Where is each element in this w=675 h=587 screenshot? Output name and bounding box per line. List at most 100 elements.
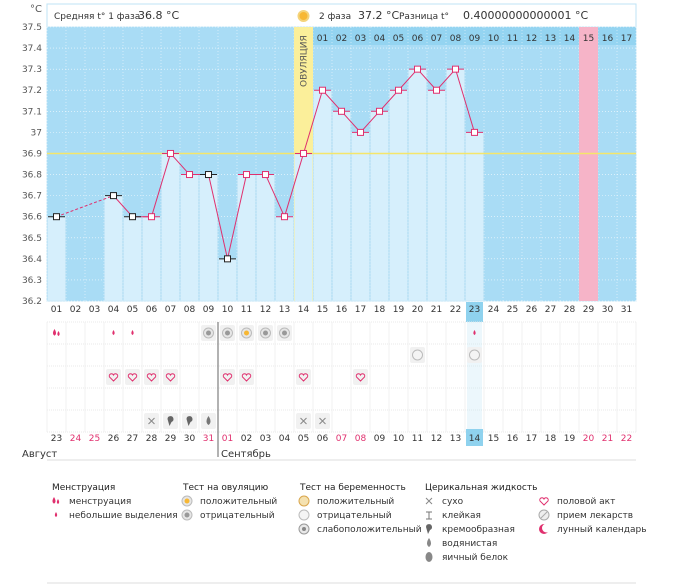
symbol-cell-bg bbox=[106, 369, 121, 385]
calendar-date-label: 06 bbox=[317, 434, 329, 444]
temperature-point bbox=[357, 128, 364, 136]
calendar-date-label: 24 bbox=[70, 434, 82, 444]
cycle-day-label: 01 bbox=[51, 305, 62, 315]
symbol-cell-bg bbox=[296, 369, 311, 385]
calendar-date-label: 07 bbox=[336, 434, 347, 444]
y-tick-label: 36.9 bbox=[22, 149, 42, 159]
cycle-day-label: 22 bbox=[450, 305, 461, 315]
cycle-day-label: 24 bbox=[488, 305, 500, 315]
phase2-day-label: 06 bbox=[412, 34, 424, 44]
phase2-day-label: 12 bbox=[526, 34, 537, 44]
calendar-date-label: 01 bbox=[222, 434, 233, 444]
temperature-line-segment bbox=[227, 174, 247, 259]
cycle-day-label: 12 bbox=[260, 305, 271, 315]
intercourse-heart-icon bbox=[298, 373, 309, 382]
temperature-point bbox=[395, 86, 402, 94]
y-tick-label: 37.1 bbox=[22, 107, 42, 117]
cycle-day-label: 18 bbox=[374, 305, 386, 315]
phase2-day-label: 07 bbox=[431, 34, 442, 44]
temperature-line-segment bbox=[360, 110, 380, 133]
intercourse-heart-icon bbox=[355, 373, 366, 382]
test-negative-icon-core bbox=[184, 512, 190, 518]
eggwhite-icon bbox=[425, 552, 433, 562]
calendar-date-label: 21 bbox=[602, 434, 613, 444]
legend-item-label: сухо bbox=[442, 497, 464, 507]
legend-item-label: отрицательный bbox=[200, 511, 275, 521]
menstruation-light-icon bbox=[131, 330, 134, 336]
phase2-day-label: 03 bbox=[355, 34, 366, 44]
temperature-line-segment bbox=[151, 153, 171, 217]
phase2-day-label: 17 bbox=[621, 34, 632, 44]
preg-weak-icon-core bbox=[302, 527, 306, 531]
temperature-bar bbox=[218, 258, 237, 302]
legend-group-title: Тест на беременность bbox=[299, 483, 406, 493]
temperature-bar bbox=[370, 111, 389, 302]
calendar-date-label: 16 bbox=[507, 434, 519, 444]
calendar-date-label: 28 bbox=[146, 434, 158, 444]
cycle-day-label: 26 bbox=[526, 305, 538, 315]
calendar-date-label: 29 bbox=[165, 434, 177, 444]
cycle-day-label: 31 bbox=[621, 305, 632, 315]
pill-icon-line bbox=[540, 511, 548, 519]
symbol-cell-bg bbox=[163, 369, 178, 385]
phase2-day-label: 08 bbox=[450, 34, 462, 44]
calendar-date-label: 10 bbox=[393, 434, 405, 444]
ovulation-test-negative-icon-core bbox=[206, 330, 211, 336]
symbol-cell-bg bbox=[125, 369, 140, 385]
legend-item-label: клейкая bbox=[442, 511, 481, 521]
temperature-bar bbox=[256, 174, 275, 302]
temperature-bar bbox=[351, 132, 370, 302]
cycle-day-label: 09 bbox=[203, 305, 215, 315]
temperature-line-segment bbox=[208, 174, 228, 259]
dry-icon bbox=[425, 497, 433, 505]
cervical-creamy-icon bbox=[186, 416, 193, 426]
calendar-date-label: 17 bbox=[526, 434, 537, 444]
temperature-point bbox=[414, 65, 421, 73]
today-date-bg bbox=[466, 429, 483, 446]
phase2-day-label: 11 bbox=[507, 34, 518, 44]
y-tick-label: 37.4 bbox=[22, 44, 42, 54]
intercourse-heart-icon bbox=[241, 373, 252, 382]
calendar-date-label: 02 bbox=[241, 434, 252, 444]
cycle-day-label: 23 bbox=[469, 305, 480, 315]
ovulation-test-negative-icon-core bbox=[263, 330, 268, 336]
y-tick-label: 36.6 bbox=[22, 213, 42, 223]
temperature-bar bbox=[294, 153, 313, 301]
intercourse-heart-icon bbox=[127, 373, 138, 382]
legend-item-label: лунный календарь bbox=[557, 525, 647, 535]
legend-item-label: половой акт bbox=[557, 497, 615, 507]
temperature-line-segment bbox=[170, 153, 190, 175]
temperature-bar bbox=[104, 195, 123, 302]
calendar-date-label: 15 bbox=[488, 434, 499, 444]
highlight-day-bg bbox=[466, 302, 483, 322]
intercourse-heart-icon bbox=[108, 373, 119, 382]
y-tick-label: 36.3 bbox=[22, 276, 42, 286]
temperature-bar bbox=[123, 216, 142, 302]
calendar-date-label: 20 bbox=[583, 434, 595, 444]
temperature-bar bbox=[47, 216, 66, 302]
calendar-date-label: 03 bbox=[260, 434, 271, 444]
temperature-bar bbox=[199, 174, 218, 302]
legend-item-label: кремообразная bbox=[442, 525, 515, 535]
calendar-date-label: 25 bbox=[89, 434, 100, 444]
cycle-day-label: 20 bbox=[412, 305, 424, 315]
temperature-line-dashed bbox=[56, 195, 114, 218]
temperature-bar bbox=[237, 174, 256, 302]
ovulation-test-negative-icon-core bbox=[282, 330, 287, 336]
temperature-point bbox=[167, 149, 174, 157]
temperature-point bbox=[452, 65, 459, 73]
cycle-day-label: 15 bbox=[317, 305, 328, 315]
month-label: Август bbox=[22, 449, 57, 460]
ovulation-test-negative-icon-core bbox=[225, 330, 230, 336]
phase2-day-label: 13 bbox=[545, 34, 556, 44]
sun-icon bbox=[297, 10, 310, 22]
calendar-date-label: 23 bbox=[51, 434, 62, 444]
temperature-point bbox=[262, 171, 269, 179]
calendar-date-label: 09 bbox=[374, 434, 386, 444]
phase2-label: 2 фаза bbox=[319, 12, 351, 22]
diff-value: 0.40000000000001 °C bbox=[463, 9, 588, 22]
temperature-point bbox=[148, 213, 155, 221]
phase2-day-label: 15 bbox=[583, 34, 594, 44]
